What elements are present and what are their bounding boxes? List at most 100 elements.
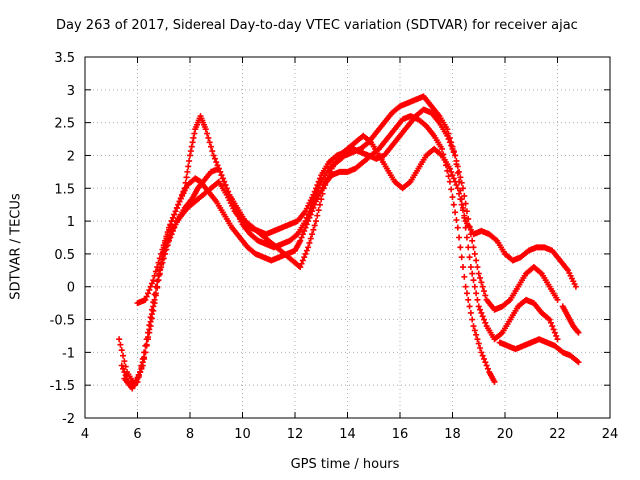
data-point xyxy=(154,278,161,285)
data-point xyxy=(146,287,153,294)
data-point xyxy=(475,270,482,277)
x-tick-label: 6 xyxy=(133,427,141,442)
data-point xyxy=(156,267,163,274)
data-point xyxy=(479,313,486,320)
data-point xyxy=(315,207,322,214)
data-point xyxy=(172,208,179,215)
data-point xyxy=(554,336,561,343)
data-point xyxy=(187,148,194,155)
data-point xyxy=(478,349,485,356)
data-point xyxy=(314,181,321,188)
data-point xyxy=(444,132,451,139)
x-tick-label: 20 xyxy=(497,427,514,442)
data-point xyxy=(118,362,125,369)
data-point xyxy=(450,201,457,208)
data-point xyxy=(481,355,487,362)
data-point xyxy=(460,264,466,271)
data-point xyxy=(466,254,473,261)
data-point xyxy=(116,336,123,343)
data-point xyxy=(463,290,470,297)
data-point xyxy=(120,352,127,359)
data-point xyxy=(481,288,487,295)
data-point xyxy=(448,142,455,149)
data-point xyxy=(454,163,461,170)
data-point xyxy=(327,168,334,175)
data-point xyxy=(309,231,316,238)
data-point xyxy=(465,296,472,303)
x-axis-label: GPS time / hours xyxy=(290,457,400,472)
data-point xyxy=(141,349,148,356)
data-point xyxy=(471,250,478,257)
data-point xyxy=(190,134,197,141)
data-point xyxy=(297,264,304,271)
data-point xyxy=(306,239,313,246)
data-point xyxy=(477,306,484,313)
data-point xyxy=(457,244,464,251)
data-point xyxy=(152,283,159,290)
data-point xyxy=(313,218,319,225)
data-point xyxy=(483,362,490,369)
data-point xyxy=(315,178,322,185)
data-point xyxy=(456,234,463,241)
data-point xyxy=(479,283,486,290)
data-point xyxy=(166,224,172,231)
series-track-f xyxy=(559,303,582,336)
data-point xyxy=(168,218,175,225)
data-point xyxy=(310,226,317,233)
data-point xyxy=(173,204,180,211)
data-point xyxy=(169,214,176,221)
data-point xyxy=(461,273,468,280)
data-point xyxy=(142,342,149,349)
data-point xyxy=(473,331,480,338)
data-point xyxy=(481,316,487,323)
data-point xyxy=(449,145,456,152)
data-point xyxy=(554,296,561,303)
data-point xyxy=(211,155,218,162)
data-point xyxy=(448,186,455,193)
data-point xyxy=(470,323,477,330)
grid-lines xyxy=(85,57,610,418)
data-point xyxy=(305,211,312,218)
data-point xyxy=(185,163,192,170)
data-point xyxy=(473,257,480,264)
data-point xyxy=(311,222,318,229)
data-point xyxy=(164,229,171,236)
data-point xyxy=(458,179,465,186)
data-point xyxy=(180,188,187,195)
data-point xyxy=(182,179,189,186)
data-point xyxy=(461,192,468,199)
data-point xyxy=(316,175,323,182)
data-point xyxy=(482,292,489,299)
data-point xyxy=(155,259,162,266)
data-point xyxy=(301,227,308,234)
data-point xyxy=(156,255,163,262)
data-point xyxy=(177,195,184,202)
y-tick-label: 3.5 xyxy=(54,51,75,66)
data-point xyxy=(208,143,214,150)
data-point xyxy=(457,196,464,203)
data-point xyxy=(482,359,489,366)
data-point xyxy=(118,347,125,354)
data-point xyxy=(160,242,167,249)
series-track-c xyxy=(121,106,561,392)
y-tick-label: 1 xyxy=(67,215,75,230)
data-point xyxy=(303,214,310,221)
data-point xyxy=(147,283,154,290)
x-axis-ticks: 4 6 8 10 12 14 16 18 20 22 24 xyxy=(81,57,618,442)
data-point xyxy=(462,200,469,207)
data-point xyxy=(450,149,457,156)
data-point xyxy=(549,323,556,330)
data-point xyxy=(188,143,195,150)
data-point xyxy=(120,365,127,372)
data-point xyxy=(473,290,480,297)
data-point xyxy=(204,130,211,137)
data-point xyxy=(299,231,306,238)
data-point xyxy=(474,264,481,271)
data-point xyxy=(301,254,308,261)
x-tick-label: 8 xyxy=(186,427,194,442)
data-points xyxy=(116,93,582,392)
data-point xyxy=(471,327,478,334)
y-tick-label: 3 xyxy=(67,84,75,99)
data-point xyxy=(452,209,459,216)
